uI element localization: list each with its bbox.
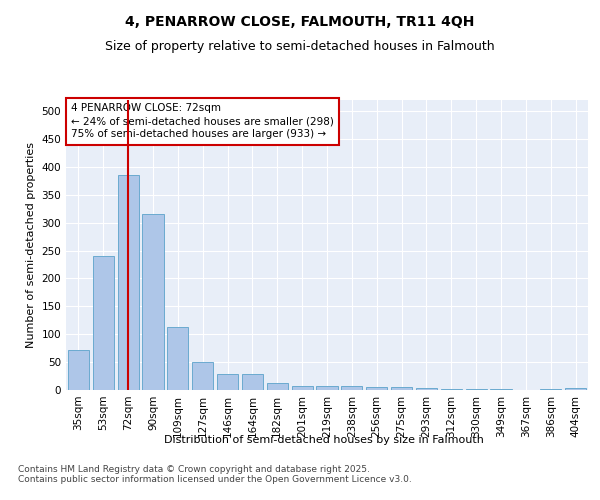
Bar xyxy=(341,386,362,390)
Bar xyxy=(142,214,164,390)
Bar xyxy=(391,387,412,390)
Bar xyxy=(267,384,288,390)
Text: 4 PENARROW CLOSE: 72sqm
← 24% of semi-detached houses are smaller (298)
75% of s: 4 PENARROW CLOSE: 72sqm ← 24% of semi-de… xyxy=(71,103,334,140)
Y-axis label: Number of semi-detached properties: Number of semi-detached properties xyxy=(26,142,36,348)
Text: Contains HM Land Registry data © Crown copyright and database right 2025.
Contai: Contains HM Land Registry data © Crown c… xyxy=(18,465,412,484)
Bar xyxy=(68,350,89,390)
Bar xyxy=(366,387,387,390)
Text: Distribution of semi-detached houses by size in Falmouth: Distribution of semi-detached houses by … xyxy=(164,435,484,445)
Bar xyxy=(192,362,213,390)
Bar xyxy=(217,374,238,390)
Text: 4, PENARROW CLOSE, FALMOUTH, TR11 4QH: 4, PENARROW CLOSE, FALMOUTH, TR11 4QH xyxy=(125,15,475,29)
Text: Size of property relative to semi-detached houses in Falmouth: Size of property relative to semi-detach… xyxy=(105,40,495,53)
Bar xyxy=(167,327,188,390)
Bar xyxy=(292,386,313,390)
Bar xyxy=(93,256,114,390)
Bar xyxy=(316,386,338,390)
Bar xyxy=(118,176,139,390)
Bar xyxy=(242,374,263,390)
Bar xyxy=(565,388,586,390)
Bar xyxy=(416,388,437,390)
